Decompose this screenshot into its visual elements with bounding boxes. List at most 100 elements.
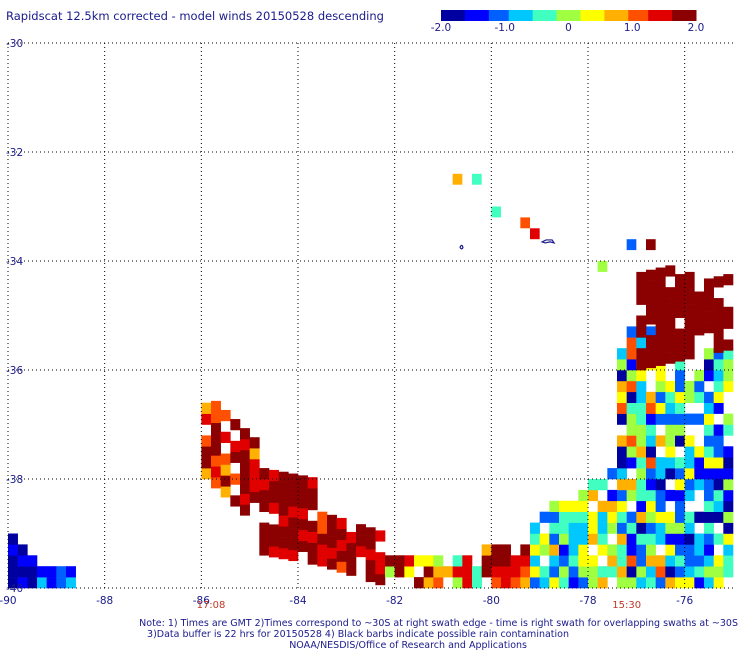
heatmap-cell: [704, 468, 714, 480]
heatmap-cell: [665, 402, 676, 414]
heatmap-cell: [588, 555, 598, 567]
heatmap-cell: [288, 538, 299, 551]
heatmap-cell: [723, 306, 734, 318]
heatmap-cell: [636, 522, 647, 534]
colorbar-segment: [444, 10, 450, 21]
heatmap-cell: [636, 315, 647, 327]
heatmap-cell: [530, 522, 540, 534]
heatmap-cell: [665, 287, 676, 299]
heatmap-cell: [220, 431, 231, 443]
colorbar-segment: [472, 10, 478, 21]
heatmap-cell: [713, 424, 724, 436]
heatmap-cell: [646, 500, 656, 512]
heatmap-cell: [636, 566, 647, 578]
heatmap-cell: [675, 391, 685, 403]
heatmap-cell: [675, 295, 685, 308]
heatmap-cell: [665, 577, 676, 589]
colorbar-segment: [516, 10, 522, 21]
colorbar-segment: [564, 10, 569, 21]
heatmap-cell: [665, 566, 676, 578]
heatmap-cell: [240, 493, 250, 505]
heatmap-cell: [530, 577, 540, 589]
heatmap-cell: [704, 522, 714, 534]
heatmap-cell: [723, 446, 734, 458]
heatmap-cell: [665, 341, 676, 353]
heatmap-cell: [462, 555, 473, 567]
heatmap-cell: [617, 511, 627, 523]
heatmap-cell: [356, 545, 366, 558]
heatmap-cell: [278, 515, 289, 527]
heatmap-cell: [617, 348, 627, 360]
heatmap-cell: [394, 566, 405, 578]
swath-time-label: 17:08: [197, 600, 226, 611]
heatmap-cell: [491, 544, 502, 556]
heatmap-cell: [636, 500, 647, 512]
heatmap-cell: [713, 370, 724, 382]
heatmap-cell: [713, 468, 724, 480]
island-outline: [459, 244, 464, 250]
heatmap-cell: [655, 343, 666, 356]
heatmap-cell: [626, 348, 637, 360]
heatmap-cell: [646, 577, 656, 589]
heatmap-cell: [298, 486, 308, 498]
colorbar-segment: [448, 10, 454, 21]
heatmap-cell: [356, 535, 366, 547]
heatmap-cell: [675, 402, 685, 414]
heatmap-cell: [443, 566, 453, 578]
heatmap-cell: [66, 577, 76, 589]
heatmap-cell: [636, 577, 647, 589]
heatmap-cell: [317, 533, 328, 545]
heatmap-cell: [201, 446, 212, 458]
heatmap-cell: [694, 446, 705, 458]
colorbar-segment: [620, 10, 625, 21]
colorbar-segment: [656, 10, 661, 21]
heatmap-cell: [520, 555, 531, 567]
colorbar-segment: [508, 10, 514, 21]
footer-note-line2: 3)Data buffer is 22 hrs for 20150528 4) …: [147, 629, 569, 640]
heatmap-cell: [723, 566, 734, 578]
colorbar-segment: [592, 10, 597, 21]
heatmap-cell: [704, 544, 714, 556]
x-tick-label: -86: [193, 595, 210, 607]
heatmap-cell: [646, 468, 656, 480]
heatmap-cell: [704, 555, 714, 567]
colorbar-segment: [480, 10, 486, 21]
heatmap-cell: [665, 555, 676, 567]
heatmap-cell: [675, 511, 685, 523]
colorbar-segment: [441, 10, 446, 21]
heatmap-cell: [365, 559, 376, 572]
heatmap-cell: [626, 489, 637, 502]
heatmap-cell: [646, 402, 656, 414]
heatmap-cell: [636, 533, 647, 545]
heatmap-cell: [617, 380, 627, 393]
colorbar-tick-label: 1.0: [624, 22, 641, 34]
heatmap-cell: [56, 566, 67, 578]
colorbar-segment: [484, 10, 490, 21]
heatmap-cell: [549, 522, 560, 534]
heatmap-cell: [327, 514, 337, 527]
heatmap-cell: [249, 437, 260, 449]
heatmap-cell: [626, 424, 637, 436]
heatmap-cell: [259, 479, 270, 491]
x-tick-label: -82: [386, 595, 403, 607]
heatmap-cell: [462, 566, 473, 578]
heatmap-cell: [578, 511, 589, 523]
heatmap-cell: [249, 448, 260, 460]
colorbar-segment: [580, 10, 585, 21]
heatmap-cell: [462, 577, 473, 589]
heatmap-cell: [665, 391, 676, 403]
colorbar-segment: [612, 10, 617, 21]
heatmap-cell: [17, 544, 28, 556]
heatmap-cell: [655, 468, 666, 480]
heatmap-cell: [578, 489, 589, 502]
heatmap-cell: [646, 413, 656, 425]
heatmap-cell: [636, 457, 647, 469]
heatmap-cell: [665, 533, 676, 545]
heatmap-cell: [220, 475, 231, 487]
heatmap-cell: [230, 473, 241, 485]
heatmap-cell: [607, 544, 618, 556]
heatmap-cell: [646, 511, 656, 523]
heatmap-cell: [559, 577, 569, 589]
heatmap-cell: [597, 261, 608, 272]
heatmap-cell: [655, 511, 666, 523]
